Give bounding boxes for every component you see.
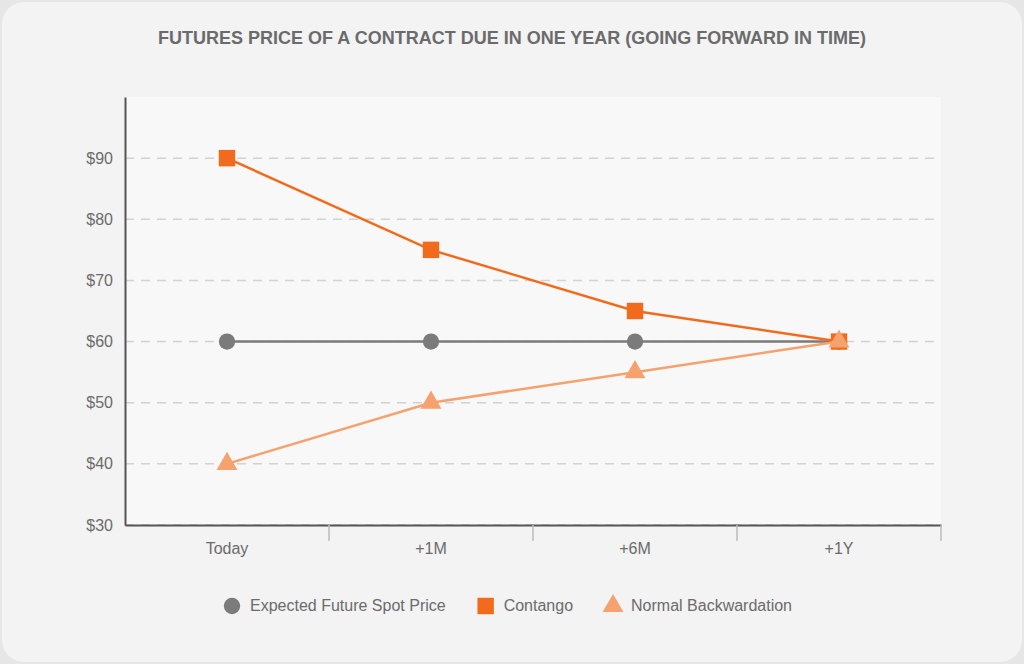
series [217,329,850,469]
legend-marker [224,598,240,614]
band-separator [940,525,942,541]
legend-label: Normal Backwardation [631,597,792,614]
plot-marks [217,150,850,470]
x-tick: +1M [415,525,447,557]
series-marker [423,333,439,349]
y-axis-line [125,98,127,526]
y-tick-label: $40 [86,455,113,472]
series-line [227,340,839,343]
x-tick: +1Y [825,525,854,557]
y-tick-label: $30 [86,517,113,534]
y-tick-label: $80 [86,211,113,228]
legend-marker [477,598,493,614]
series-marker [219,150,235,166]
series-marker [627,333,643,349]
y-tick: $40 [86,455,125,472]
series-marker [423,242,439,258]
y-tick-label: $60 [86,333,113,350]
series-marker [627,303,643,319]
y-axis: $30 $40 $50 $60 $70 $80 $90 [86,98,125,534]
x-axis: Today +1M +6M +1Y [126,525,942,557]
grid-line [125,219,941,221]
band-separators [329,525,941,541]
y-tick-label: $90 [86,150,113,167]
grid [125,158,941,525]
band-separator [736,525,738,541]
legend: Expected Future Spot Price Contango Normal… [224,594,792,614]
legend-label: Expected Future Spot Price [250,597,446,614]
x-tick-label: Today [206,540,249,557]
legend-item: Normal Backwardation [603,594,792,614]
x-tick-label: +1M [415,540,447,557]
x-tick: +6M [619,525,651,557]
x-tick-label: +6M [619,540,651,557]
series [219,150,847,350]
x-tick: Today [206,525,249,557]
card-background [2,2,1022,662]
legend-item: Contango [477,597,573,614]
legend-marker [603,594,624,612]
legend-label: Contango [504,597,573,614]
y-tick: $80 [86,211,125,228]
y-tick: $70 [86,272,125,289]
band-separator [328,525,330,541]
grid-line [125,463,941,465]
band-separator [532,525,534,541]
y-tick: $60 [86,333,125,350]
legend-item: Expected Future Spot Price [224,597,446,614]
title: FUTURES PRICE OF A CONTRACT DUE IN ONE Y… [158,28,866,48]
grid-line [125,402,941,404]
series-marker [625,360,646,378]
y-tick-label: $50 [86,394,113,411]
y-tick: $30 [86,517,125,534]
chart: FUTURES PRICE OF A CONTRACT DUE IN ONE Y… [0,0,1024,664]
grid-line [125,157,941,159]
plot-background [125,97,941,525]
series-marker [217,452,238,470]
series-line [227,158,839,341]
grid-line [125,341,941,343]
x-tick-label: +1Y [825,540,854,557]
y-tick-label: $70 [86,272,113,289]
series-marker [219,333,235,349]
series-marker [829,329,850,347]
series [219,333,847,349]
series-marker [421,391,442,409]
y-tick: $50 [86,394,125,411]
y-tick: $90 [86,150,125,167]
series-line [227,342,839,464]
